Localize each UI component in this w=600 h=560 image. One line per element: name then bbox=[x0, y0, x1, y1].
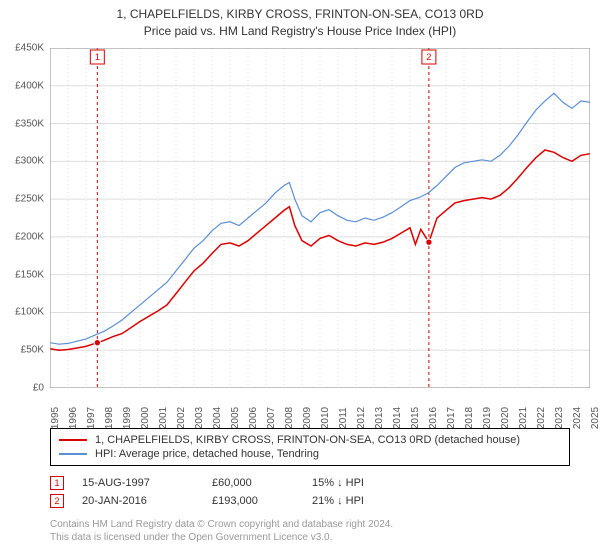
marker-price: £193,000 bbox=[212, 495, 312, 507]
y-tick-label: £150K bbox=[15, 269, 44, 280]
x-tick-label: 2019 bbox=[482, 407, 493, 429]
x-tick-label: 2000 bbox=[140, 407, 151, 429]
marker-delta: 21% ↓ HPI bbox=[312, 495, 412, 507]
x-tick-label: 2013 bbox=[374, 407, 385, 429]
y-tick-label: £200K bbox=[15, 231, 44, 242]
marker-delta: 15% ↓ HPI bbox=[312, 477, 412, 489]
x-tick-label: 1996 bbox=[68, 407, 79, 429]
x-tick-label: 2021 bbox=[518, 407, 529, 429]
legend-box: 1, CHAPELFIELDS, KIRBY CROSS, FRINTON-ON… bbox=[50, 428, 570, 466]
svg-text:2: 2 bbox=[426, 52, 431, 62]
y-tick-label: £100K bbox=[15, 307, 44, 318]
chart-svg: 12 bbox=[50, 48, 590, 388]
marker-date: 20-JAN-2016 bbox=[82, 495, 212, 507]
marker-date: 15-AUG-1997 bbox=[82, 477, 212, 489]
marker-id-box: 1 bbox=[50, 476, 64, 490]
x-tick-label: 2009 bbox=[302, 407, 313, 429]
y-axis: £0£50K£100K£150K£200K£250K£300K£350K£400… bbox=[0, 48, 48, 388]
y-tick-label: £400K bbox=[15, 80, 44, 91]
footer-line-2: This data is licensed under the Open Gov… bbox=[50, 531, 570, 544]
x-tick-label: 2016 bbox=[428, 407, 439, 429]
x-tick-label: 2023 bbox=[554, 407, 565, 429]
chart-title-block: 1, CHAPELFIELDS, KIRBY CROSS, FRINTON-ON… bbox=[0, 0, 600, 40]
marker-row: 1 15-AUG-1997£60,00015% ↓ HPI bbox=[50, 474, 570, 492]
x-tick-label: 2003 bbox=[194, 407, 205, 429]
legend-row: 1, CHAPELFIELDS, KIRBY CROSS, FRINTON-ON… bbox=[59, 433, 561, 447]
x-tick-label: 2004 bbox=[212, 407, 223, 429]
y-tick-label: £250K bbox=[15, 194, 44, 205]
x-axis: 1995199619971998199920002001200220032004… bbox=[50, 390, 590, 420]
x-tick-label: 2020 bbox=[500, 407, 511, 429]
marker-row: 2 20-JAN-2016£193,00021% ↓ HPI bbox=[50, 492, 570, 510]
chart-container: 1, CHAPELFIELDS, KIRBY CROSS, FRINTON-ON… bbox=[0, 0, 600, 560]
x-tick-label: 2005 bbox=[230, 407, 241, 429]
title-line-2: Price paid vs. HM Land Registry's House … bbox=[0, 23, 600, 40]
x-tick-label: 2017 bbox=[446, 407, 457, 429]
chart-plot-area: 12 bbox=[50, 48, 590, 388]
x-tick-label: 2001 bbox=[158, 407, 169, 429]
x-tick-label: 2018 bbox=[464, 407, 475, 429]
legend-row: HPI: Average price, detached house, Tend… bbox=[59, 447, 561, 461]
y-tick-label: £350K bbox=[15, 118, 44, 129]
marker-price: £60,000 bbox=[212, 477, 312, 489]
legend-label: 1, CHAPELFIELDS, KIRBY CROSS, FRINTON-ON… bbox=[95, 434, 520, 446]
x-tick-label: 1997 bbox=[86, 407, 97, 429]
sale-markers-table: 1 15-AUG-1997£60,00015% ↓ HPI 2 20-JAN-2016… bbox=[50, 474, 570, 510]
legend-label: HPI: Average price, detached house, Tend… bbox=[95, 448, 319, 460]
x-tick-label: 2022 bbox=[536, 407, 547, 429]
footer-line-1: Contains HM Land Registry data © Crown c… bbox=[50, 518, 570, 531]
x-tick-label: 1999 bbox=[122, 407, 133, 429]
x-tick-label: 2008 bbox=[284, 407, 295, 429]
x-tick-label: 2011 bbox=[338, 407, 349, 429]
x-tick-label: 2014 bbox=[392, 407, 403, 429]
x-tick-label: 2002 bbox=[176, 407, 187, 429]
x-tick-label: 1998 bbox=[104, 407, 115, 429]
x-tick-label: 2007 bbox=[266, 407, 277, 429]
title-line-1: 1, CHAPELFIELDS, KIRBY CROSS, FRINTON-ON… bbox=[0, 6, 600, 23]
x-tick-label: 2015 bbox=[410, 407, 421, 429]
x-tick-label: 2012 bbox=[356, 407, 367, 429]
x-tick-label: 2025 bbox=[590, 407, 600, 429]
x-tick-label: 1995 bbox=[50, 407, 61, 429]
legend-swatch bbox=[59, 453, 87, 455]
y-tick-label: £450K bbox=[15, 43, 44, 54]
legend-swatch bbox=[59, 439, 87, 441]
x-tick-label: 2024 bbox=[572, 407, 583, 429]
y-tick-label: £50K bbox=[21, 345, 44, 356]
marker-id-box: 2 bbox=[50, 494, 64, 508]
y-tick-label: £0 bbox=[33, 383, 44, 394]
x-tick-label: 2010 bbox=[320, 407, 331, 429]
x-tick-label: 2006 bbox=[248, 407, 259, 429]
y-tick-label: £300K bbox=[15, 156, 44, 167]
footer-attribution: Contains HM Land Registry data © Crown c… bbox=[50, 518, 570, 544]
svg-text:1: 1 bbox=[95, 52, 100, 62]
